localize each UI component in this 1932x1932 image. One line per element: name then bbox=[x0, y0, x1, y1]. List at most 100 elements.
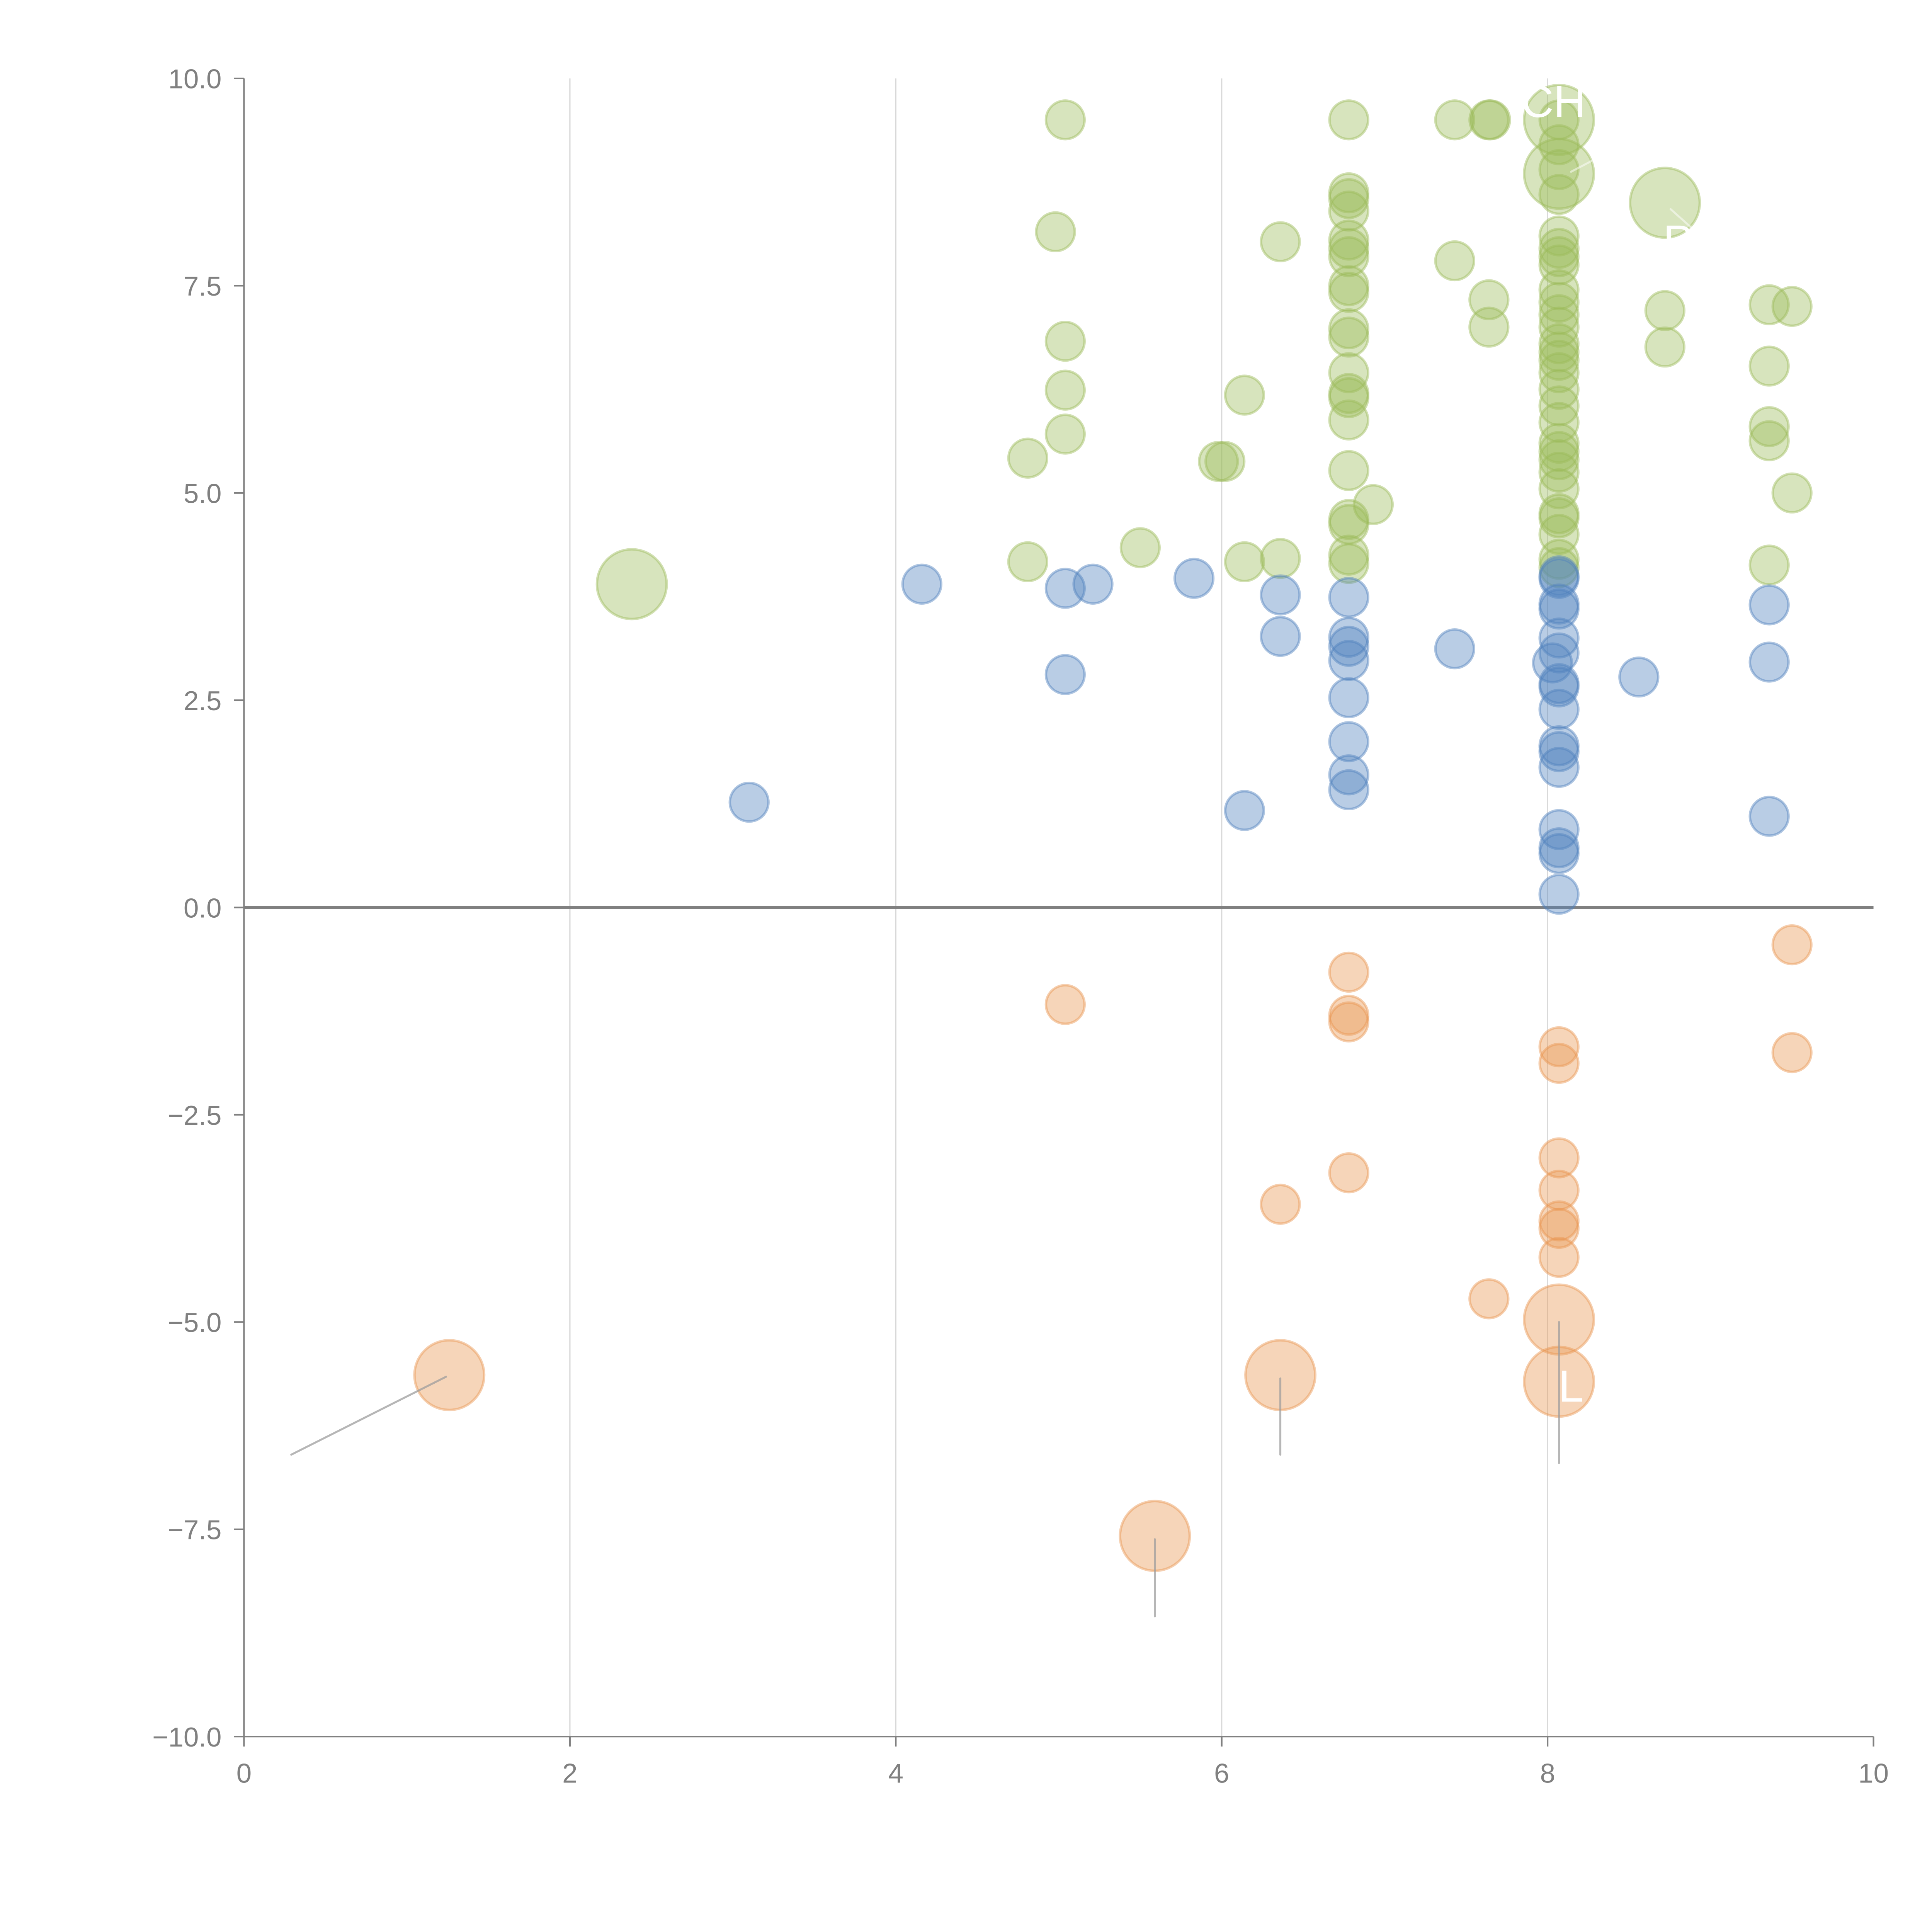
bubble-green bbox=[1748, 345, 1790, 387]
bubble-green bbox=[1260, 221, 1301, 262]
bubble-green bbox=[1538, 422, 1580, 464]
x-tick-label: 6 bbox=[1214, 1758, 1229, 1789]
bubble-green bbox=[1538, 514, 1580, 555]
bubble-green bbox=[1538, 468, 1580, 510]
bubble-green bbox=[1538, 439, 1580, 481]
bubble-blue bbox=[1748, 641, 1790, 683]
bubble-green bbox=[1468, 306, 1510, 348]
bubble-green bbox=[1035, 211, 1076, 253]
bubble-green bbox=[1468, 99, 1510, 141]
bubble-green bbox=[1538, 124, 1580, 165]
bubble-orange bbox=[1328, 1152, 1369, 1194]
x-tick-label: 4 bbox=[888, 1758, 903, 1789]
bubble-blue bbox=[1538, 632, 1580, 674]
leader-line bbox=[290, 1376, 447, 1456]
bubble-blue bbox=[1044, 568, 1086, 609]
bubble-green bbox=[1328, 534, 1369, 576]
leader-line bbox=[1570, 157, 1598, 173]
bubble-green bbox=[1470, 99, 1511, 141]
bubble-blue bbox=[1538, 583, 1580, 625]
bubble-green bbox=[1328, 219, 1369, 261]
bubble-blue bbox=[1618, 656, 1660, 698]
bubble-orange bbox=[1771, 1032, 1813, 1073]
bubble-green bbox=[1771, 472, 1813, 514]
annotation-label: CH bbox=[1521, 77, 1586, 127]
bubble-green bbox=[1538, 331, 1580, 373]
bubble-green bbox=[1328, 352, 1369, 393]
bubble-blue bbox=[1538, 555, 1580, 597]
bubble-green bbox=[1748, 406, 1790, 447]
bubble-green bbox=[1260, 538, 1301, 579]
bubble-green bbox=[1434, 99, 1475, 141]
bubble-green bbox=[1538, 539, 1580, 580]
bubble-blue bbox=[1538, 689, 1580, 730]
bubble-green bbox=[1538, 547, 1580, 588]
bubble-layer bbox=[413, 83, 1813, 1572]
leader-lines bbox=[290, 157, 1694, 1617]
bubble-green bbox=[1198, 441, 1239, 482]
bubble-blue bbox=[1328, 577, 1369, 618]
bubble-orange bbox=[1538, 1170, 1580, 1211]
bubble-blue bbox=[1434, 628, 1475, 670]
bubble-green bbox=[1748, 544, 1790, 586]
bubble-blue bbox=[1260, 574, 1301, 616]
bubble-blue bbox=[1538, 558, 1580, 599]
bubble-orange bbox=[1538, 1236, 1580, 1278]
bubble-green bbox=[1328, 272, 1369, 313]
bubble-green bbox=[1538, 228, 1580, 269]
bubble-green bbox=[1328, 308, 1369, 350]
y-tick-label: 7.5 bbox=[184, 271, 222, 302]
bubble-green bbox=[1538, 215, 1580, 257]
bubble-green bbox=[1044, 369, 1086, 411]
bubble-orange bbox=[1260, 1184, 1301, 1225]
bubble-blue bbox=[1538, 666, 1580, 708]
bubble-blue bbox=[1532, 642, 1573, 684]
bubble-green bbox=[1538, 244, 1580, 286]
bubble-green bbox=[1044, 413, 1086, 455]
bubble-blue bbox=[1538, 617, 1580, 659]
bubble-green bbox=[1224, 374, 1265, 416]
bubble-green bbox=[1538, 149, 1580, 190]
bubble-green bbox=[1328, 499, 1369, 540]
annotation-label: P bbox=[1663, 216, 1693, 266]
bubble-blue bbox=[1224, 790, 1265, 831]
bubble-green bbox=[1523, 138, 1595, 210]
y-tick-label: 0.0 bbox=[184, 893, 222, 923]
bubble-green bbox=[1538, 269, 1580, 311]
bubble-green bbox=[1644, 290, 1685, 331]
bubble-green bbox=[1328, 265, 1369, 306]
bubble-blue bbox=[1538, 588, 1580, 630]
bubble-green bbox=[1328, 377, 1369, 418]
bubble-blue bbox=[1328, 754, 1369, 796]
bubble-green bbox=[1328, 399, 1369, 441]
bubble-blue bbox=[1538, 663, 1580, 704]
bubble-orange bbox=[1328, 1001, 1369, 1043]
bubble-blue bbox=[1538, 827, 1580, 869]
bubble-green bbox=[1538, 340, 1580, 381]
bubble-green bbox=[1328, 190, 1369, 232]
bubble-blue bbox=[1173, 558, 1215, 599]
bubble-green bbox=[1538, 323, 1580, 364]
bubble-blue bbox=[1538, 874, 1580, 915]
bubble-green bbox=[1748, 284, 1790, 325]
bubble-green bbox=[1328, 450, 1369, 491]
y-tick-label: 5.0 bbox=[184, 479, 222, 509]
bubble-green bbox=[1538, 174, 1580, 215]
bubble-green bbox=[1352, 484, 1394, 525]
bubble-green bbox=[1538, 369, 1580, 410]
bubble-blue bbox=[1328, 640, 1369, 681]
bubble-blue bbox=[1538, 833, 1580, 874]
bubble-green bbox=[1328, 228, 1369, 269]
bubble-green bbox=[1468, 279, 1510, 321]
bubble-green bbox=[1119, 527, 1161, 568]
bubble-green bbox=[1538, 497, 1580, 539]
bubble-orange bbox=[1538, 1137, 1580, 1179]
bubble-green bbox=[1538, 385, 1580, 427]
bubble-blue bbox=[1748, 796, 1790, 837]
x-axis-ticks: 0 2 4 6 8 10 bbox=[236, 1736, 1889, 1789]
bubble-green bbox=[595, 548, 668, 621]
bubble-green bbox=[1538, 99, 1580, 141]
bubble-blue bbox=[1538, 747, 1580, 788]
annotation-layer: CH P L bbox=[1521, 77, 1693, 1412]
bubble-orange bbox=[1328, 951, 1369, 993]
